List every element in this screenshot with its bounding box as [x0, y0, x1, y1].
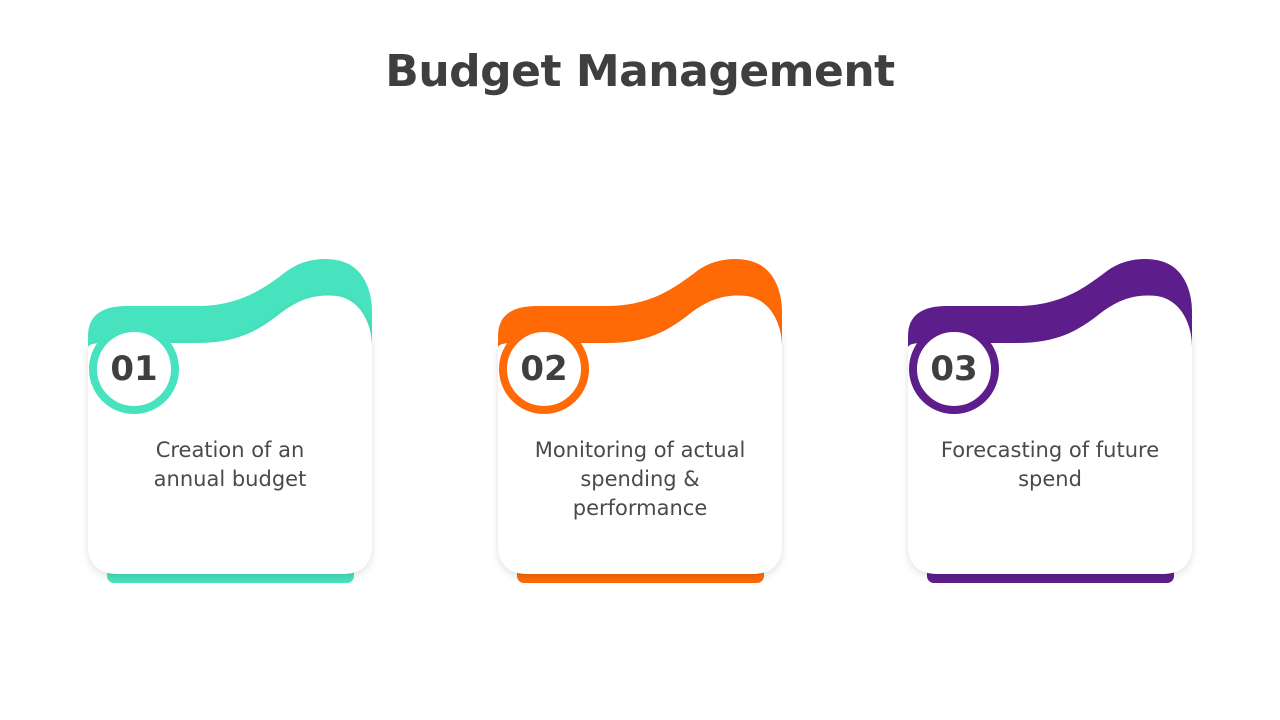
card-3-number: 03: [930, 349, 978, 389]
card-1-shape: [88, 259, 372, 583]
card-1-number-ring: [89, 324, 179, 414]
step-card-3: 03 Forecasting of future spend: [907, 256, 1193, 586]
card-2-number: 02: [520, 349, 568, 389]
step-card-2: 02 Monitoring of actual spending & perfo…: [497, 256, 783, 586]
step-card-1: 01 Creation of an annual budget: [87, 256, 373, 586]
card-2-number-ring: [499, 324, 589, 414]
card-3-number-ring: [909, 324, 999, 414]
card-1-text: Creation of an annual budget: [153, 438, 307, 491]
card-1-number: 01: [110, 349, 158, 389]
card-2-text: Monitoring of actual spending & performa…: [534, 438, 746, 520]
card-3-shape: [908, 259, 1192, 583]
card-3-text: Forecasting of future spend: [940, 438, 1160, 491]
card-2-shape: [498, 259, 782, 583]
page-title: Budget Management: [385, 46, 895, 97]
